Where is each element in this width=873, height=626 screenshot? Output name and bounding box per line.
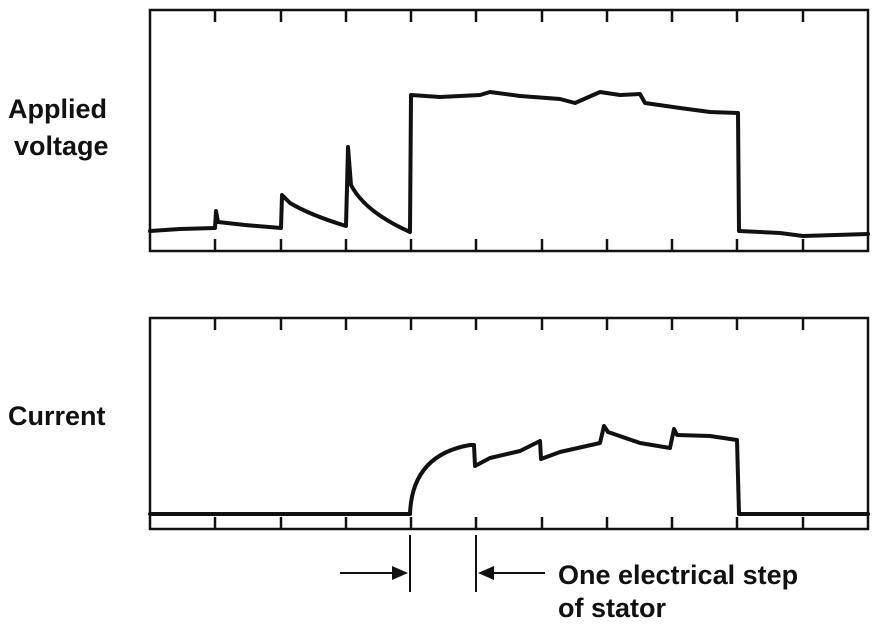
label-current: Current	[8, 401, 106, 431]
voltage-panel	[148, 8, 870, 253]
arrow-right-head	[392, 566, 408, 580]
voltage-ticks-top	[213, 10, 805, 22]
current-trace	[148, 424, 870, 516]
step-indicator	[340, 535, 545, 592]
current-ticks-bottom	[213, 517, 805, 529]
current-panel	[148, 316, 870, 531]
current-frame	[148, 316, 870, 531]
arrow-left-head	[478, 566, 494, 580]
label-step-line1: One electrical step	[558, 560, 798, 590]
current-ticks-top	[213, 318, 805, 330]
label-step-line2: of stator	[558, 593, 666, 623]
label-voltage: voltage	[14, 131, 109, 161]
voltage-frame	[148, 8, 870, 253]
voltage-ticks-bottom	[213, 239, 805, 251]
voltage-trace	[148, 90, 870, 238]
label-applied: Applied	[8, 94, 107, 124]
